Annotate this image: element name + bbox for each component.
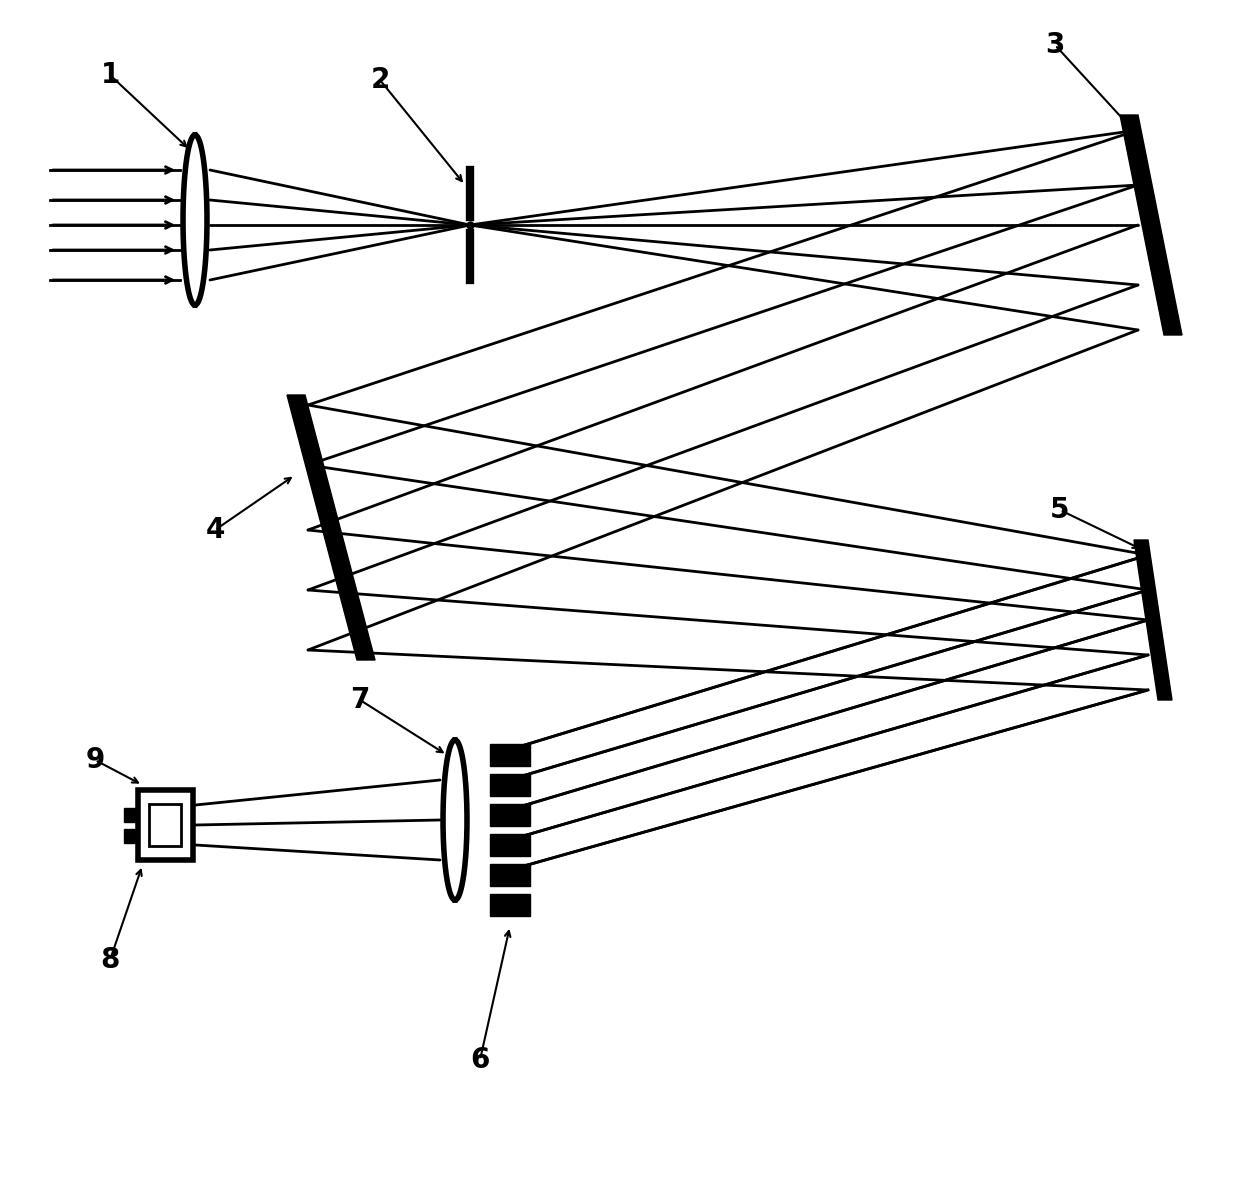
Bar (489, 804, 530, 826)
Text: 2: 2 (370, 66, 390, 94)
Text: 9: 9 (85, 746, 104, 774)
Polygon shape (287, 395, 375, 660)
Text: 8: 8 (100, 946, 120, 974)
Text: 4: 4 (206, 516, 224, 545)
Bar (489, 744, 530, 766)
Bar (489, 894, 530, 916)
Text: 3: 3 (1046, 31, 1064, 59)
Bar (489, 774, 530, 796)
Text: 6: 6 (471, 1046, 489, 1075)
Bar (124, 828, 138, 843)
Bar (489, 864, 530, 886)
Bar (138, 790, 192, 859)
Bar (489, 834, 530, 856)
Polygon shape (1120, 115, 1182, 335)
Text: 5: 5 (1051, 496, 1069, 524)
Bar (149, 804, 181, 846)
Polygon shape (1134, 540, 1172, 700)
Text: 1: 1 (100, 61, 120, 89)
Text: 7: 7 (351, 686, 369, 714)
Bar (124, 808, 138, 821)
